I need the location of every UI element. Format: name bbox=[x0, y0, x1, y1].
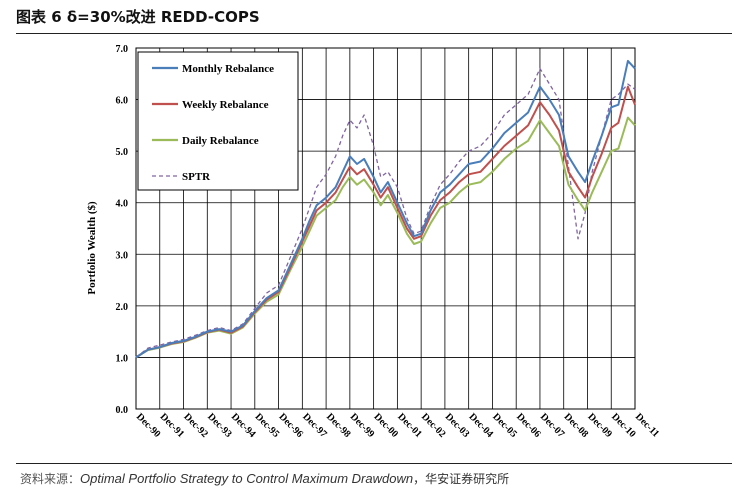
x-tick-label: Dec-05 bbox=[490, 411, 519, 440]
source-rule bbox=[16, 463, 732, 464]
x-tick-label: Dec-09 bbox=[585, 411, 614, 440]
x-tick-label: Dec-99 bbox=[348, 411, 377, 440]
x-tick-label: Dec-95 bbox=[253, 411, 282, 440]
source-title: Optimal Portfolio Strategy to Control Ma… bbox=[80, 471, 414, 486]
x-tick-label: Dec-97 bbox=[300, 411, 329, 440]
legend: Monthly Rebalance Weekly Rebalance Daily R… bbox=[152, 63, 274, 183]
x-tick-label: Dec-08 bbox=[562, 411, 591, 440]
x-tick-label: Dec-00 bbox=[371, 411, 400, 440]
x-tick-label: Dec-94 bbox=[229, 411, 258, 440]
legend-box bbox=[137, 51, 299, 191]
legend-label-monthly: Monthly Rebalance bbox=[182, 63, 274, 75]
legend-label-daily: Daily Rebalance bbox=[182, 135, 259, 147]
x-tick-label: Dec-06 bbox=[514, 411, 543, 440]
y-tick-label: 4.0 bbox=[116, 199, 129, 210]
source-label: 资料来源： bbox=[20, 472, 81, 486]
plot-frame bbox=[135, 47, 636, 410]
x-tick-label: Dec-96 bbox=[276, 411, 305, 440]
x-tick-label: Dec-04 bbox=[467, 411, 496, 440]
series-line-monthly bbox=[135, 59, 636, 359]
legend-label-weekly: Weekly Rebalance bbox=[182, 99, 269, 111]
figure-title: 图表 6 δ=30%改进 REDD-COPS bbox=[16, 8, 260, 26]
y-tick-label: 7.0 bbox=[116, 44, 129, 55]
title-rule bbox=[16, 33, 732, 34]
y-tick-label: 5.0 bbox=[116, 147, 129, 158]
x-tick-label: Dec-07 bbox=[538, 411, 567, 440]
y-tick-label: 6.0 bbox=[116, 96, 129, 107]
series-layer bbox=[135, 59, 636, 359]
y-tick-label: 1.0 bbox=[116, 353, 129, 364]
x-tick-label: Dec-91 bbox=[158, 411, 187, 440]
x-tick-label: Dec-92 bbox=[181, 411, 210, 440]
x-tick-label: Dec-03 bbox=[443, 411, 472, 440]
x-tick-label: Dec-90 bbox=[134, 411, 163, 440]
y-tick-label: 3.0 bbox=[116, 250, 129, 261]
x-tick-label: Dec-01 bbox=[395, 411, 424, 440]
x-tick-label: Dec-93 bbox=[205, 411, 234, 440]
x-tick-label: Dec-10 bbox=[609, 411, 638, 440]
y-tick-label: 2.0 bbox=[116, 302, 129, 313]
y-axis-label: Portfolio Wealth ($) bbox=[86, 201, 98, 295]
y-tick-label: 0.0 bbox=[116, 405, 129, 416]
legend-label-sptr: SPTR bbox=[182, 171, 211, 183]
x-tick-label: Dec-98 bbox=[324, 411, 353, 440]
x-tick-label: Dec-11 bbox=[633, 411, 661, 439]
source-org: ，华安证券研究所 bbox=[413, 472, 510, 486]
source-note: 资料来源：Optimal Portfolio Strategy to Contr… bbox=[20, 470, 509, 487]
x-tick-label: Dec-02 bbox=[419, 411, 448, 440]
